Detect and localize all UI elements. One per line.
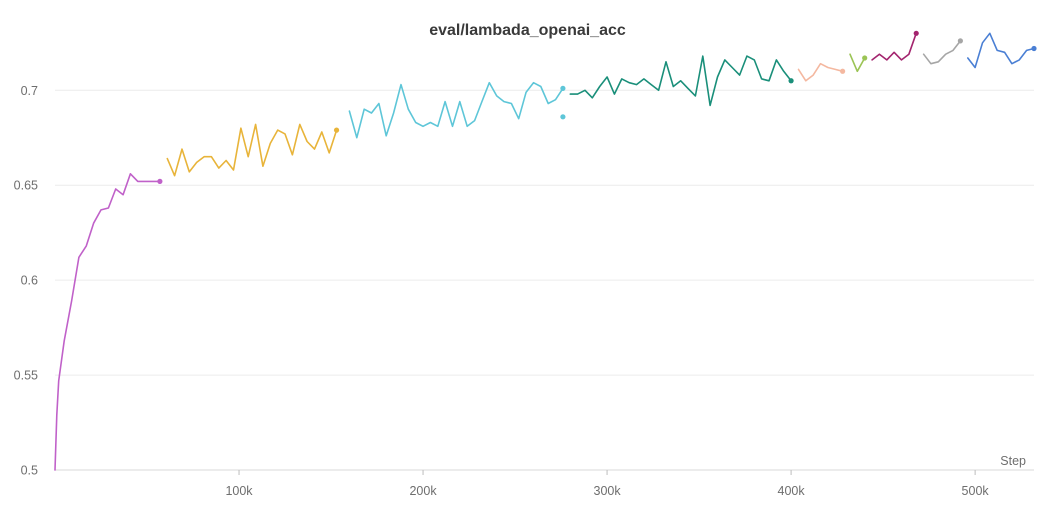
chart-title: eval/lambada_openai_acc [429, 22, 626, 39]
series-line-2 [166, 123, 338, 177]
series-end-point-9 [957, 38, 963, 44]
x-tick-label: 300k [594, 484, 622, 498]
x-tick-label: 500k [962, 484, 990, 498]
grid-lines [55, 89, 1034, 376]
y-tick-label: 0.6 [21, 274, 38, 288]
series-end-point-6 [840, 68, 846, 74]
series-line-8 [871, 32, 918, 61]
series-end-point-7 [862, 55, 868, 61]
axes: 0.5 0.55 0.6 0.65 0.7 100k 200k 300k 400k 500k [14, 84, 1034, 498]
series-end-point-3 [560, 85, 566, 91]
x-tick-label: 200k [409, 484, 437, 498]
series-line-7 [849, 53, 866, 73]
y-tick-label: 0.5 [21, 464, 38, 478]
x-tick-label: 100k [225, 484, 253, 498]
series-end-point-2 [333, 127, 340, 133]
series-line-9 [922, 40, 962, 65]
series-line-6 [797, 62, 844, 82]
series-line-3 [348, 81, 564, 139]
y-tick-label: 0.65 [14, 179, 38, 193]
series-end-point-1 [157, 178, 163, 184]
y-tick-label: 0.55 [14, 369, 38, 383]
series-end-point-4 [560, 114, 566, 120]
series-end-point-10 [1031, 45, 1037, 52]
series-lines [54, 30, 1037, 471]
x-tick-label: 400k [778, 484, 806, 498]
series-end-point-5 [788, 78, 794, 84]
series-line-5 [569, 55, 792, 107]
y-tick-label: 0.7 [21, 84, 38, 98]
series-end-point-8 [913, 30, 919, 36]
series-line-10 [966, 32, 1035, 69]
series-line-1 [54, 173, 161, 471]
x-axis-label: Step [1000, 454, 1026, 468]
